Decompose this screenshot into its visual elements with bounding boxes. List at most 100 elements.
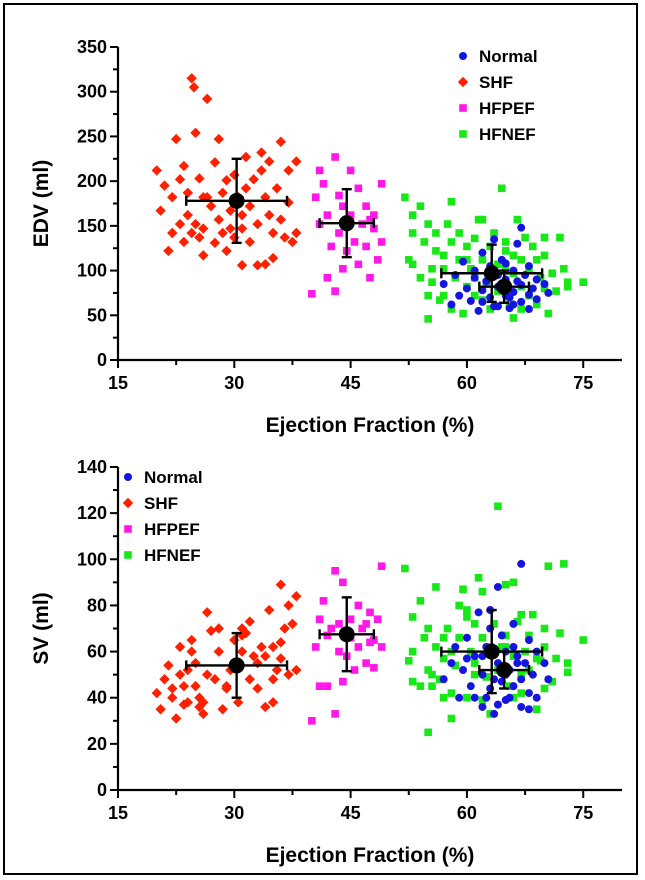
data-point-normal xyxy=(517,297,526,306)
data-point-shf xyxy=(182,187,193,198)
data-point-shf xyxy=(178,699,190,710)
data-point-shf xyxy=(267,697,279,708)
data-point-normal xyxy=(466,296,475,305)
data-point-hfnef xyxy=(404,256,413,264)
data-point-hfnef xyxy=(563,282,572,291)
data-point-hfpef xyxy=(362,659,370,667)
data-point-shf xyxy=(198,250,209,261)
data-point-shf xyxy=(283,600,294,611)
data-point-shf xyxy=(244,236,256,248)
data-point-hfnef xyxy=(560,560,568,568)
legend-marker-hfnef xyxy=(459,130,467,138)
data-point-shf xyxy=(271,664,283,676)
data-point-shf xyxy=(198,708,209,720)
data-point-hfpef xyxy=(339,677,347,686)
data-point-shf xyxy=(178,236,190,248)
data-point-shf xyxy=(198,697,209,708)
data-point-shf xyxy=(291,156,302,167)
y-axis-title: SV (ml) xyxy=(30,592,53,664)
data-point-hfnef xyxy=(435,296,444,304)
legend: Normal SHF HFPEF HFNEF xyxy=(122,468,203,565)
data-point-hfnef xyxy=(478,256,487,264)
data-point-shf xyxy=(256,641,267,653)
data-point-hfnef xyxy=(470,670,479,679)
data-point-hfnef xyxy=(532,705,541,714)
data-point-shf xyxy=(155,704,166,715)
legend-marker-hfnef xyxy=(124,551,132,559)
summary-point xyxy=(228,192,245,209)
data-point-normal xyxy=(532,295,541,304)
data-point-hfnef xyxy=(517,610,525,619)
y-tick-label: 350 xyxy=(77,37,107,57)
data-point-shf xyxy=(283,165,294,176)
data-point-hfnef xyxy=(447,305,456,313)
x-tick-label: 30 xyxy=(224,373,244,393)
chart-sv: 15 30 45 60 75 0 20 40 60 80 100 120 140 Ejection Fra… xyxy=(30,457,622,867)
y-tick-label: 140 xyxy=(77,457,107,477)
data-point-shf xyxy=(252,260,263,271)
x-tick-label: 15 xyxy=(108,373,128,393)
data-point-shf xyxy=(201,607,213,618)
data-point-hfnef xyxy=(432,643,440,651)
data-point-hfnef xyxy=(428,264,436,273)
data-point-hfnef xyxy=(490,229,498,237)
data-point-shf xyxy=(155,205,166,216)
data-point-hfnef xyxy=(408,647,417,656)
data-point-hfpef xyxy=(362,202,370,210)
x-tick-label: 15 xyxy=(108,803,128,823)
data-point-hfnef xyxy=(501,238,510,246)
data-point-hfpef xyxy=(319,597,328,605)
data-point-hfnef xyxy=(416,597,425,605)
data-point-shf xyxy=(267,641,279,653)
data-point-normal xyxy=(517,702,526,711)
data-point-normal xyxy=(478,702,487,711)
data-point-hfnef xyxy=(474,215,483,224)
data-point-normal xyxy=(524,705,533,714)
data-point-shf xyxy=(151,687,162,699)
data-point-hfnef xyxy=(439,633,448,642)
data-point-hfnef xyxy=(463,613,471,621)
data-point-hfpef xyxy=(331,153,339,161)
data-point-hfnef xyxy=(463,242,471,251)
data-point-normal xyxy=(513,659,522,668)
data-point-hfpef xyxy=(354,260,363,269)
data-point-normal xyxy=(486,684,495,693)
data-point-shf xyxy=(229,634,240,646)
data-point-hfpef xyxy=(346,166,355,175)
data-point-shf xyxy=(217,227,228,239)
legend-label-hfnef: HFNEF xyxy=(144,546,201,565)
data-point-hfpef xyxy=(358,624,367,633)
data-point-hfnef xyxy=(478,215,487,224)
data-point-shf xyxy=(256,165,267,176)
data-point-hfnef xyxy=(482,673,491,681)
data-point-hfnef xyxy=(486,242,494,251)
data-point-shf xyxy=(174,641,186,653)
data-point-shf xyxy=(291,664,302,676)
data-point-normal xyxy=(517,559,526,568)
data-point-hfnef xyxy=(447,689,456,697)
data-point-normal xyxy=(528,670,537,679)
data-point-shf xyxy=(225,205,236,216)
data-point-shf xyxy=(221,175,232,186)
x-tick-label: 60 xyxy=(457,373,477,393)
data-point-shf xyxy=(186,634,197,646)
data-point-shf xyxy=(201,669,213,680)
data-point-shf xyxy=(217,704,228,715)
data-point-shf xyxy=(252,683,263,694)
data-point-shf xyxy=(279,623,290,634)
data-point-normal xyxy=(544,675,553,684)
data-point-hfpef xyxy=(331,287,339,295)
data-point-hfnef xyxy=(455,601,463,610)
data-point-normal xyxy=(490,709,499,718)
data-point-shf xyxy=(178,160,190,172)
data-point-hfnef xyxy=(513,617,522,626)
data-point-shf xyxy=(163,660,174,671)
data-point-hfnef xyxy=(556,233,564,242)
data-point-hfnef xyxy=(447,714,456,723)
data-point-hfnef xyxy=(408,211,417,219)
data-point-normal xyxy=(532,693,541,702)
data-point-hfnef xyxy=(532,300,541,309)
data-point-normal xyxy=(524,636,533,645)
data-point-hfpef xyxy=(370,224,378,233)
data-point-hfpef xyxy=(354,643,363,651)
